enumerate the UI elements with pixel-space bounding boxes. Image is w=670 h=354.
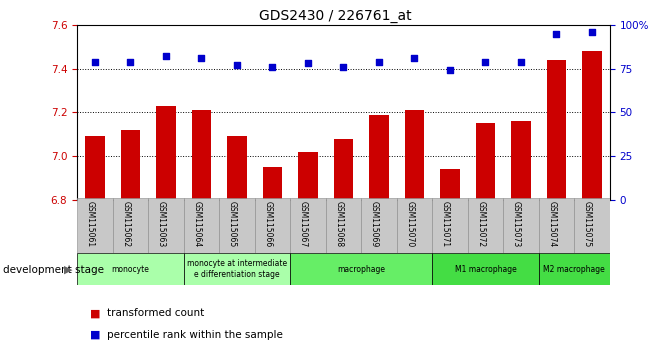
Bar <box>113 198 148 253</box>
Text: GSM115074: GSM115074 <box>547 201 557 247</box>
Text: GSM115061: GSM115061 <box>86 201 95 247</box>
Bar <box>184 198 219 253</box>
Point <box>161 53 172 59</box>
Bar <box>192 110 211 200</box>
Bar <box>298 152 318 200</box>
Point <box>267 64 278 70</box>
Text: M1 macrophage: M1 macrophage <box>454 264 517 274</box>
Text: GSM115063: GSM115063 <box>157 201 166 247</box>
Text: percentile rank within the sample: percentile rank within the sample <box>107 330 283 339</box>
Bar <box>361 198 397 253</box>
Text: GSM115062: GSM115062 <box>121 201 130 247</box>
Text: GSM115066: GSM115066 <box>263 201 272 247</box>
Bar <box>539 253 610 285</box>
Text: GSM115070: GSM115070 <box>405 201 414 247</box>
Bar <box>290 198 326 253</box>
Bar <box>334 139 353 200</box>
Point <box>551 31 562 36</box>
Point <box>196 55 207 61</box>
Text: GSM115065: GSM115065 <box>228 201 237 247</box>
Text: monocyte: monocyte <box>111 264 149 274</box>
Bar <box>511 121 531 200</box>
Bar <box>148 198 184 253</box>
Bar <box>369 115 389 200</box>
Text: M2 macrophage: M2 macrophage <box>543 264 605 274</box>
Point <box>338 64 349 70</box>
Point <box>90 59 100 64</box>
Text: GSM115067: GSM115067 <box>299 201 308 247</box>
Point <box>516 59 527 64</box>
Bar <box>468 198 503 253</box>
Text: GSM115071: GSM115071 <box>441 201 450 247</box>
Bar <box>121 130 140 200</box>
Bar <box>547 60 566 200</box>
Bar <box>184 253 290 285</box>
Text: development stage: development stage <box>3 265 105 275</box>
Bar <box>77 198 113 253</box>
Bar <box>476 123 495 200</box>
Point <box>125 59 135 64</box>
Text: ■: ■ <box>90 330 101 339</box>
Bar <box>77 253 184 285</box>
Bar <box>326 198 361 253</box>
Text: ▶: ▶ <box>64 265 72 275</box>
Bar <box>432 198 468 253</box>
Text: GSM115075: GSM115075 <box>583 201 592 247</box>
Bar <box>227 137 247 200</box>
Text: macrophage: macrophage <box>337 264 385 274</box>
Text: ■: ■ <box>90 308 101 318</box>
Bar <box>503 198 539 253</box>
Bar <box>582 51 602 200</box>
Bar <box>440 169 460 200</box>
Point <box>232 62 243 68</box>
Bar <box>397 198 432 253</box>
Bar <box>290 253 432 285</box>
Text: GDS2430 / 226761_at: GDS2430 / 226761_at <box>259 9 411 23</box>
Point <box>480 59 491 64</box>
Bar <box>432 253 539 285</box>
Text: GSM115064: GSM115064 <box>192 201 202 247</box>
Bar <box>405 110 424 200</box>
Bar <box>219 198 255 253</box>
Point <box>409 55 419 61</box>
Bar <box>85 137 105 200</box>
Text: GSM115068: GSM115068 <box>334 201 344 247</box>
Bar <box>574 198 610 253</box>
Point <box>445 68 456 73</box>
Point <box>303 61 314 66</box>
Text: GSM115072: GSM115072 <box>476 201 486 247</box>
Point <box>374 59 385 64</box>
Text: GSM115069: GSM115069 <box>370 201 379 247</box>
Point <box>587 29 598 35</box>
Text: monocyte at intermediate
e differentiation stage: monocyte at intermediate e differentiati… <box>187 259 287 279</box>
Bar <box>156 106 176 200</box>
Text: transformed count: transformed count <box>107 308 204 318</box>
Bar <box>255 198 290 253</box>
Text: GSM115073: GSM115073 <box>512 201 521 247</box>
Bar <box>539 198 574 253</box>
Bar <box>263 167 282 200</box>
